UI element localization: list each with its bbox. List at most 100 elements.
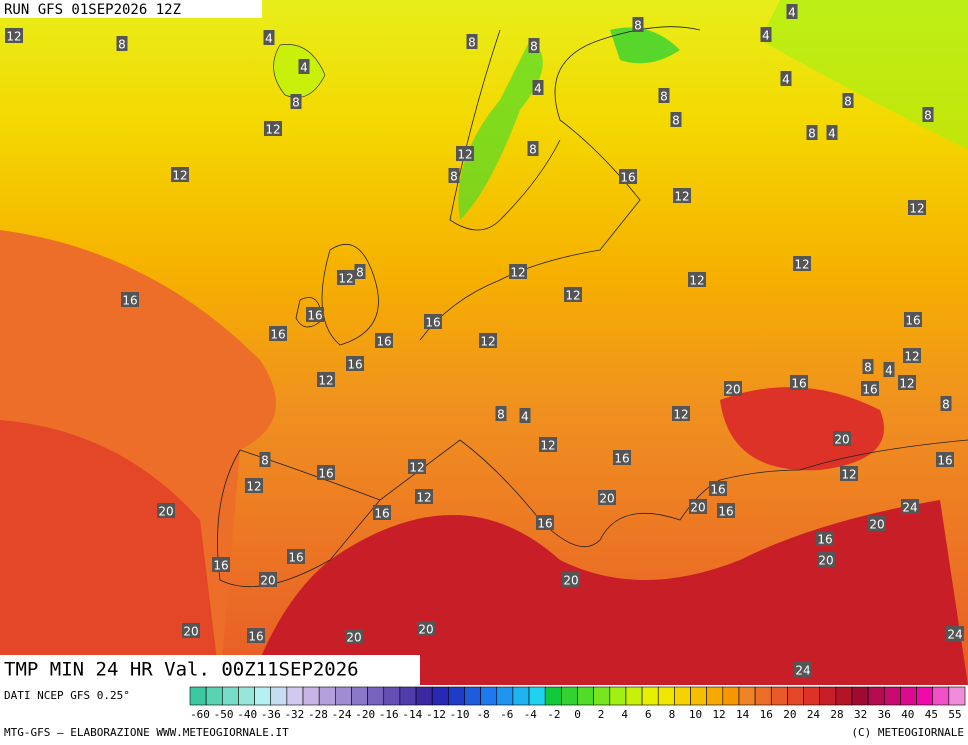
legend-swatch — [900, 686, 917, 706]
legend-swatch — [254, 686, 272, 706]
label-box — [466, 34, 478, 49]
legend-tick-label: -12 — [426, 708, 446, 721]
label-box — [373, 505, 391, 520]
copyright: (C) METEOGIORNALE — [851, 726, 964, 739]
label-box — [790, 375, 808, 390]
legend-swatch — [351, 686, 368, 706]
legend-swatch — [480, 686, 498, 706]
label-box — [182, 623, 200, 638]
legend-swatch — [270, 686, 288, 706]
contour-label: 4 — [762, 29, 770, 43]
contour-label: 8 — [529, 143, 537, 157]
label-box — [898, 375, 916, 390]
contour-label: 16 — [614, 452, 629, 466]
label-box — [306, 307, 324, 322]
contour-label: 20 — [599, 492, 614, 506]
legend-tick-label: 55 — [948, 708, 961, 721]
contour-label: 12 — [674, 190, 689, 204]
contour-label: 16 — [318, 467, 333, 481]
label-box — [317, 465, 335, 480]
legend-swatch — [835, 686, 853, 706]
contour-label: 4 — [885, 364, 893, 378]
legend-swatch — [496, 686, 514, 706]
contour-label: 12 — [318, 374, 333, 388]
contour-label: 16 — [425, 316, 440, 330]
contour-label: 20 — [418, 623, 433, 637]
legend-tick-label: -16 — [379, 708, 399, 721]
label-box — [936, 452, 954, 467]
label-box — [264, 121, 282, 136]
contour-label: 20 — [563, 574, 578, 588]
legend-swatch — [932, 686, 950, 706]
legend-tick-label: -6 — [500, 708, 513, 721]
label-box — [259, 452, 271, 467]
legend-tick-label: 20 — [783, 708, 796, 721]
contour-label: 12 — [510, 266, 525, 280]
legend-swatch — [415, 686, 433, 706]
label-box — [171, 167, 189, 182]
contour-label: 4 — [265, 32, 273, 46]
legend-swatch — [238, 686, 255, 706]
label-box — [247, 628, 265, 643]
legend-tick-label: -32 — [284, 708, 304, 721]
label-box — [793, 256, 811, 271]
contour-label: 12 — [172, 169, 187, 183]
legend-tick-label: 2 — [598, 708, 605, 721]
label-box — [5, 28, 23, 43]
legend-swatch — [706, 686, 724, 706]
label-box — [842, 93, 854, 108]
legend-swatch — [205, 686, 223, 706]
contour-label: 8 — [450, 170, 458, 184]
legend-tick-label: -50 — [214, 708, 234, 721]
contour-label: 12 — [565, 289, 580, 303]
contour-label: 12 — [246, 480, 261, 494]
legend-swatch — [851, 686, 869, 706]
legend-tick-label: 36 — [878, 708, 891, 721]
label-box — [536, 515, 554, 530]
legend-tick-label: 6 — [645, 708, 652, 721]
legend-swatch — [302, 686, 320, 706]
contour-label: 4 — [300, 61, 308, 75]
label-box — [946, 626, 964, 641]
label-box — [786, 4, 798, 19]
label-box — [717, 503, 735, 518]
legend-swatch — [625, 686, 643, 706]
contour-label: 16 — [248, 630, 263, 644]
legend-swatch — [916, 686, 934, 706]
label-box — [527, 141, 539, 156]
label-box — [613, 450, 631, 465]
label-box — [456, 146, 474, 161]
label-box — [346, 356, 364, 371]
legend-tick-label: 0 — [574, 708, 581, 721]
label-box — [539, 437, 557, 452]
contour-label: 12 — [409, 461, 424, 475]
label-box — [817, 552, 835, 567]
contour-label: 8 — [844, 95, 852, 109]
legend-tick-label: 40 — [901, 708, 914, 721]
contour-label: 16 — [791, 377, 806, 391]
legend-swatch — [577, 686, 594, 706]
label-box — [672, 406, 690, 421]
contour-label: 8 — [118, 38, 126, 52]
legend-swatch — [512, 686, 530, 706]
label-box — [619, 169, 637, 184]
label-box — [908, 200, 926, 215]
legend-tick-label: -40 — [237, 708, 257, 721]
label-box — [415, 489, 433, 504]
contour-label: 16 — [710, 483, 725, 497]
contour-label: 20 — [818, 554, 833, 568]
contour-label: 16 — [905, 314, 920, 328]
label-box — [940, 396, 952, 411]
legend-swatch — [399, 686, 417, 706]
contour-label: 16 — [270, 328, 285, 342]
label-box — [354, 264, 366, 279]
legend-swatch — [787, 686, 804, 706]
contour-label: 8 — [660, 90, 668, 104]
label-box — [479, 333, 497, 348]
label-box — [298, 59, 310, 74]
contour-label: 8 — [468, 36, 476, 50]
label-box — [883, 362, 895, 377]
contour-label: 12 — [899, 377, 914, 391]
contour-label: 16 — [718, 505, 733, 519]
